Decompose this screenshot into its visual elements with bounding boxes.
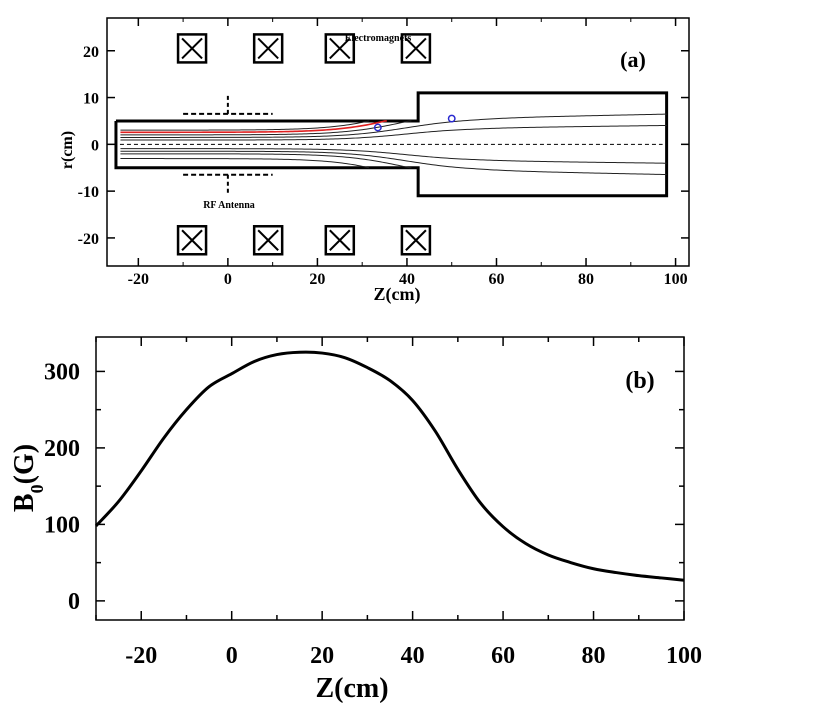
magnet-cross-b	[329, 37, 351, 60]
panel-a-ticks	[107, 18, 689, 266]
electromagnet-2-top	[324, 33, 356, 64]
b0-series-line	[94, 350, 685, 582]
y-tick-label: 300	[44, 359, 80, 385]
magnet-cross-b	[257, 229, 279, 251]
marker-1	[447, 114, 456, 123]
panel-b-y-axis-label: B0(G)	[9, 444, 47, 512]
x-tick-label: 0	[224, 271, 232, 288]
field-line-2-upper	[120, 120, 412, 136]
y-tick-label: 100	[44, 512, 80, 538]
magnet-cross-b	[405, 37, 427, 60]
field-line-1-upper	[120, 113, 667, 138]
x-tick-label: 20	[310, 643, 334, 669]
rf-antenna-label: RF Antenna	[203, 200, 255, 211]
panel-a-y-tick-labels: -20 -10 0 10 20	[78, 44, 99, 248]
y-tick-label: 200	[44, 436, 80, 462]
panel-a-label: (a)	[620, 47, 646, 72]
x-tick-label: 60	[488, 271, 504, 288]
panel-a-y-axis-label: r(cm)	[59, 131, 76, 169]
x-tick-label: 20	[309, 271, 325, 288]
electromagnet-3-top	[400, 33, 432, 64]
x-tick-label: 80	[582, 643, 606, 669]
x-tick-label: 60	[491, 643, 515, 669]
y-tick-label: 0	[68, 589, 80, 615]
electromagnet-1-top	[252, 33, 284, 64]
field-line-4-upper	[120, 120, 370, 131]
electromagnet-1-bottom	[252, 225, 284, 256]
panel-b-y-tick-labels: 0 100 200 300	[44, 359, 80, 614]
x-tick-label: 0	[226, 643, 238, 669]
panel-b-ticks	[95, 337, 685, 620]
magnet-cross-b	[257, 37, 279, 60]
panel-b-x-axis-label: Z(cm)	[315, 673, 388, 703]
panel-a-x-tick-labels: -20 0 20 40 60 80 100	[128, 271, 688, 288]
electromagnet-0-bottom	[176, 225, 208, 256]
y-tick-label: 20	[83, 44, 99, 61]
electromagnets-label: Electromagnets	[345, 33, 412, 44]
electromagnet-2-bottom	[324, 225, 356, 256]
x-tick-label: -20	[125, 643, 157, 669]
x-tick-label: 40	[399, 271, 415, 288]
field-line-0-upper	[120, 124, 667, 141]
panel-b: -20 0 20 40 60 80 100 0 100 200 300 (b) Z(cm) B0(…	[9, 336, 702, 703]
magnet-cross-b	[181, 37, 203, 60]
panel-a-x-axis-label: Z(cm)	[374, 284, 421, 305]
markers	[373, 114, 456, 132]
y-tick-label: 0	[91, 137, 99, 154]
field-line-4-lower	[120, 158, 370, 169]
x-tick-label: 100	[664, 271, 688, 288]
field-lines	[120, 113, 667, 176]
panel-b-x-tick-labels: -20 0 20 40 60 80 100	[125, 643, 702, 669]
panel-a: -20 0 20 40 60 80 100 -20 -10 0 10 20 Electromagne…	[59, 17, 690, 305]
y-tick-label: -20	[78, 231, 99, 248]
field-line-2-lower	[120, 153, 412, 169]
electromagnet-0-top	[176, 33, 208, 64]
chamber-outline	[114, 91, 669, 198]
x-tick-label: 40	[401, 643, 425, 669]
magnet-cross-b	[181, 229, 203, 251]
rf-antenna	[183, 95, 273, 194]
field-line-0-lower	[120, 148, 667, 164]
electromagnets	[176, 33, 432, 256]
highlighted-field-line	[120, 120, 387, 134]
x-tick-label: -20	[128, 271, 149, 288]
panel-a-frame	[106, 17, 690, 267]
panel-b-label: (b)	[625, 368, 654, 394]
panel-b-frame	[95, 336, 685, 621]
electromagnet-3-bottom	[400, 225, 432, 256]
magnet-cross-b	[405, 229, 427, 251]
x-tick-label: 80	[578, 271, 594, 288]
panel-b-y-axis-label-group: B0(G)	[9, 444, 47, 512]
field-line-1-lower	[120, 150, 667, 176]
y-tick-label: 10	[83, 91, 99, 108]
x-tick-label: 100	[666, 643, 702, 669]
marker-0	[373, 123, 382, 132]
magnet-cross-b	[329, 229, 351, 251]
y-tick-label: -10	[78, 184, 99, 201]
